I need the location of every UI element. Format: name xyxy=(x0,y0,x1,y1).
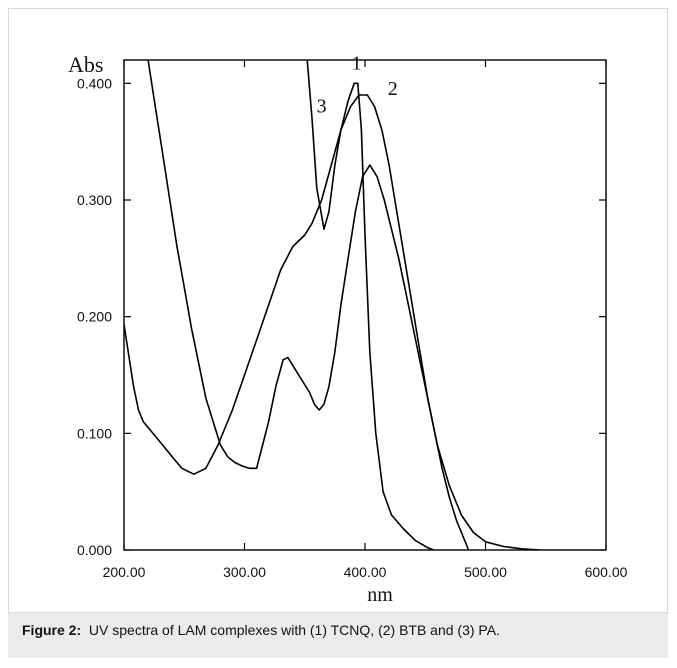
series-line-3 xyxy=(147,60,470,550)
x-tick-label: 300.00 xyxy=(223,564,266,580)
x-tick-label: 200.00 xyxy=(103,564,146,580)
x-axis-label: nm xyxy=(367,584,393,606)
plot-area xyxy=(123,59,607,551)
caption-text: UV spectra of LAM complexes with (1) TCN… xyxy=(88,622,500,638)
y-tick-label: 0.100 xyxy=(77,425,112,441)
curve-labels: 1 2 3 xyxy=(317,52,398,117)
curve-label-1: 1 xyxy=(352,52,362,74)
y-tick-label: 0.400 xyxy=(77,75,112,91)
y-tick-label: 0.300 xyxy=(77,192,112,208)
x-tick-label: 400.00 xyxy=(344,564,387,580)
uv-spectra-chart: Abs nm 200.00 300.00 400.00 500.00 600.00 0.0… xyxy=(68,52,628,606)
y-tick-label: 0.200 xyxy=(77,309,112,325)
series-line-2 xyxy=(124,94,540,550)
x-tick-label: 600.00 xyxy=(585,564,628,580)
series-group xyxy=(124,60,540,550)
axis-ticks: 200.00 300.00 400.00 500.00 600.00 0.000 0.100… xyxy=(77,60,628,580)
curve-label-2: 2 xyxy=(388,78,398,100)
series-line-1 xyxy=(306,60,434,550)
caption-label: Figure 2: xyxy=(22,622,82,638)
figure-caption: Figure 2: UV spectra of LAM complexes wi… xyxy=(22,622,500,638)
caption-band xyxy=(8,612,668,658)
curve-label-3: 3 xyxy=(317,96,327,118)
y-axis-label: Abs xyxy=(68,52,103,77)
y-tick-label: 0.000 xyxy=(77,542,112,558)
x-tick-label: 500.00 xyxy=(464,564,507,580)
